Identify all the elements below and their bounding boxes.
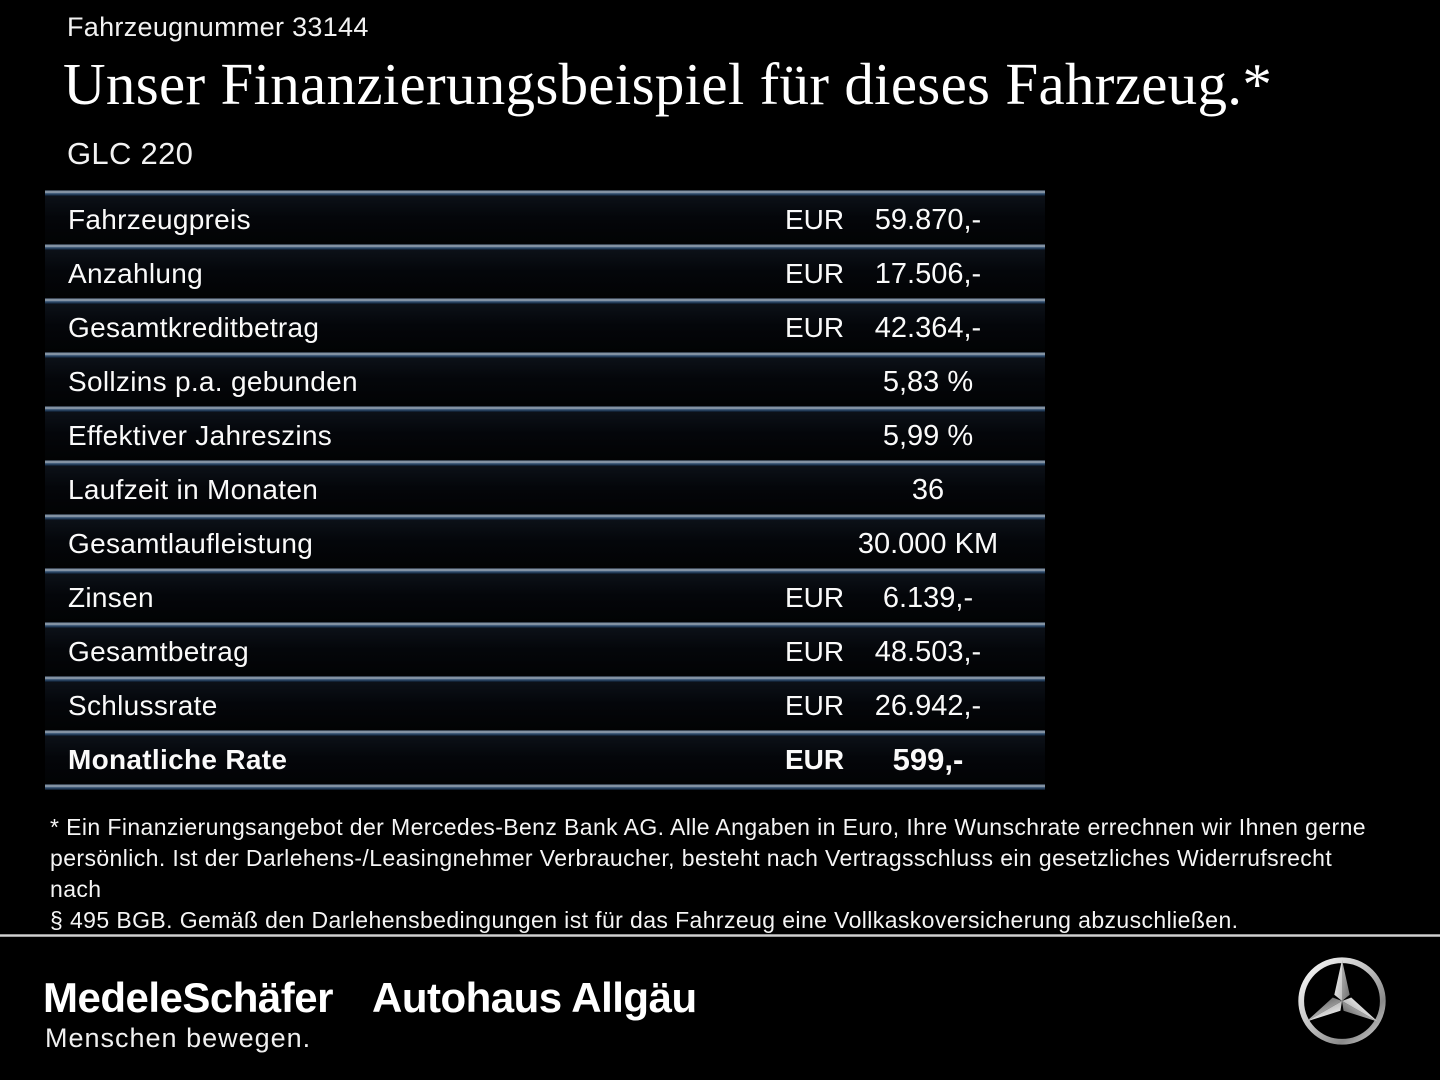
table-row: Laufzeit in Monaten 36 — [45, 466, 1045, 514]
star-arm-up — [1334, 959, 1350, 1001]
row-label: Gesamtbetrag — [68, 636, 250, 667]
row-label: Fahrzeugpreis — [68, 204, 251, 235]
table-row: Schlussrate EUR 26.942,- — [45, 682, 1045, 730]
row-value: 5,83 % — [882, 365, 974, 398]
footer-divider — [0, 934, 1440, 937]
table-row: Gesamtkreditbetrag EUR 42.364,- — [45, 304, 1045, 352]
table-divider — [45, 514, 1045, 520]
star-arm-lower-right — [1342, 997, 1378, 1022]
footnote-line: § 495 BGB. Gemäß den Darlehensbedingunge… — [50, 907, 1239, 933]
table-row: Sollzins p.a. gebunden 5,83 % — [45, 358, 1045, 406]
row-label: Zinsen — [68, 582, 154, 613]
footnote-line: persönlich. Ist der Darlehens-/Leasingne… — [50, 845, 1333, 902]
table-divider — [45, 730, 1045, 736]
row-value: 42.364,- — [874, 311, 982, 344]
table-row: Gesamtbetrag EUR 48.503,- — [45, 628, 1045, 676]
row-currency: EUR — [785, 582, 845, 613]
page-title: Unser Finanzierungsbeispiel für dieses F… — [63, 51, 1273, 117]
row-value: 599,- — [892, 742, 964, 777]
star-arm-lower-left — [1306, 997, 1342, 1022]
table-divider — [45, 622, 1045, 628]
row-currency: EUR — [785, 744, 845, 775]
row-value: 26.942,- — [874, 689, 982, 722]
table-divider — [45, 784, 1045, 790]
row-value: 48.503,- — [874, 635, 982, 668]
legal-footnote: * Ein Finanzierungsangebot der Mercedes-… — [50, 812, 1390, 936]
table-divider — [45, 352, 1045, 358]
table-divider — [45, 244, 1045, 250]
table-divider — [45, 568, 1045, 574]
table-row: Gesamtlaufleistung 30.000 KM — [45, 520, 1045, 568]
dealer-logo-secondary: Autohaus Allgäu — [372, 974, 697, 1021]
row-value: 30.000 KM — [857, 527, 999, 560]
row-value: 17.506,- — [874, 257, 982, 290]
row-value: 5,99 % — [882, 419, 974, 452]
row-label: Schlussrate — [68, 690, 218, 721]
table-row: Zinsen EUR 6.139,- — [45, 574, 1045, 622]
table-row: Fahrzeugpreis EUR 59.870,- — [45, 196, 1045, 244]
row-value: 6.139,- — [882, 581, 974, 614]
row-currency: EUR — [785, 204, 845, 235]
footnote-line: * Ein Finanzierungsangebot der Mercedes-… — [50, 814, 1366, 840]
row-value: 59.870,- — [874, 203, 982, 236]
table-row-monthly-rate: Monatliche Rate EUR 599,- — [45, 736, 1045, 784]
table-divider — [45, 190, 1045, 196]
row-label: Sollzins p.a. gebunden — [68, 366, 358, 397]
row-currency: EUR — [785, 258, 845, 289]
table-divider — [45, 676, 1045, 682]
vehicle-number: Fahrzeugnummer 33144 — [67, 12, 369, 42]
row-currency: EUR — [785, 690, 845, 721]
table-divider — [45, 460, 1045, 466]
vehicle-model: GLC 220 — [67, 136, 194, 171]
row-label: Effektiver Jahreszins — [68, 420, 333, 451]
row-value: 36 — [911, 473, 945, 506]
table-divider — [45, 406, 1045, 412]
mercedes-star-icon — [1298, 957, 1386, 1045]
row-label: Gesamtlaufleistung — [68, 528, 314, 559]
table-row: Anzahlung EUR 17.506,- — [45, 250, 1045, 298]
row-currency: EUR — [785, 636, 845, 667]
dealer-tagline: Menschen bewegen. — [45, 1023, 312, 1053]
table-row: Effektiver Jahreszins 5,99 % — [45, 412, 1045, 460]
table-divider — [45, 298, 1045, 304]
row-label: Laufzeit in Monaten — [68, 474, 319, 505]
row-label: Anzahlung — [68, 258, 204, 289]
row-label: Gesamtkreditbetrag — [68, 312, 320, 343]
finance-table: Fahrzeugpreis EUR 59.870,- Anzahlung EUR… — [45, 190, 1045, 790]
row-label: Monatliche Rate — [68, 744, 288, 775]
row-currency: EUR — [785, 312, 845, 343]
dealer-logo: MedeleSchäfer — [43, 974, 333, 1021]
